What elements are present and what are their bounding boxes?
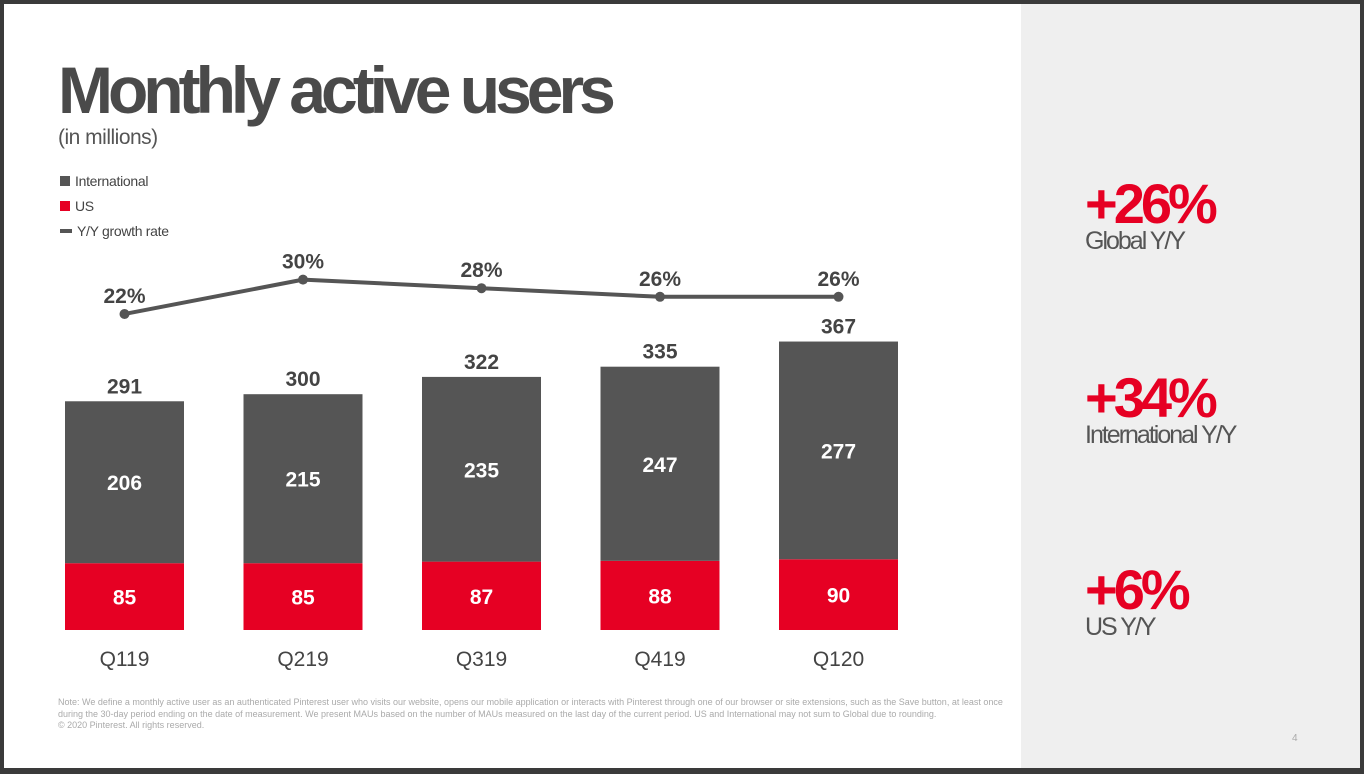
kpi-global: +26% Global Y/Y xyxy=(1085,172,1218,256)
bar-us-q120 xyxy=(779,559,898,630)
kpi-us-label: US Y/Y xyxy=(1085,613,1157,641)
data-label-us-q419: 88 xyxy=(648,585,672,608)
bar-international-q119 xyxy=(65,401,184,564)
growth-rate-point-q119 xyxy=(119,309,130,319)
kpi-panel xyxy=(1021,4,1360,768)
data-label-us-q120: 90 xyxy=(827,585,850,608)
x-tick-label-q119: Q119 xyxy=(100,648,150,671)
legend: International US Y/Y growth rate xyxy=(60,168,169,243)
bar-international-q419 xyxy=(600,366,720,561)
growth-rate-label-q119: 22% xyxy=(103,285,145,308)
slide: Monthly active users (in millions) Inter… xyxy=(4,4,1360,768)
growth-rate-label-q219: 30% xyxy=(282,251,324,274)
page-number: 4 xyxy=(1292,733,1298,744)
data-label-total-q120: 367 xyxy=(821,316,856,339)
data-label-total-q419: 335 xyxy=(642,341,677,364)
chart-subtitle: (in millions) xyxy=(58,126,158,149)
bar-international-q120 xyxy=(779,341,898,560)
legend-label-us: US xyxy=(75,197,94,214)
mau-chart: 85 206 291 Q119 85 215 300 Q219 87 235 322 Q319 88 24… xyxy=(65,251,898,671)
legend-swatch-us xyxy=(60,200,70,211)
growth-rate-point-q419 xyxy=(655,291,665,302)
bar-us-q419 xyxy=(600,560,720,630)
data-label-total-q219: 300 xyxy=(285,368,320,391)
growth-rate-point-q219 xyxy=(298,274,308,285)
chart-title: Monthly active users xyxy=(58,53,616,127)
legend-swatch-international xyxy=(60,175,70,186)
footnote-text: Note: We define a monthly active user as… xyxy=(58,697,1003,719)
copyright: © 2020 Pinterest. All rights reserved. xyxy=(58,720,205,730)
kpi-international-label: International Y/Y xyxy=(1085,421,1237,449)
growth-rate-label-q419: 26% xyxy=(639,268,681,291)
data-label-total-q119: 291 xyxy=(107,375,142,398)
data-label-international-q120: 277 xyxy=(821,440,856,463)
legend-item-international: International xyxy=(60,168,169,193)
footnote: Note: We define a monthly active user as… xyxy=(58,697,1008,732)
data-label-us-q319: 87 xyxy=(470,586,493,609)
kpi-global-label: Global Y/Y xyxy=(1085,227,1186,255)
legend-swatch-growth-rate xyxy=(60,228,72,233)
bar-us-q119 xyxy=(65,563,184,630)
data-label-international-q419: 247 xyxy=(642,454,677,477)
data-label-international-q219: 215 xyxy=(285,469,320,492)
legend-item-growth-rate: Y/Y growth rate xyxy=(60,218,169,243)
bar-us-q219 xyxy=(243,563,363,630)
legend-item-us: US xyxy=(60,193,169,218)
x-tick-label-q419: Q419 xyxy=(634,648,685,671)
x-tick-label-q219: Q219 xyxy=(277,648,328,671)
data-label-us-q119: 85 xyxy=(113,587,137,610)
growth-rate-label-q120: 26% xyxy=(817,268,859,291)
kpi-international-value: +34% xyxy=(1085,366,1218,429)
kpi-international: +34% International Y/Y xyxy=(1085,366,1237,450)
legend-label-growth-rate: Y/Y growth rate xyxy=(77,222,169,239)
kpi-global-value: +26% xyxy=(1085,172,1218,235)
data-label-us-q219: 85 xyxy=(291,587,315,610)
legend-label-international: International xyxy=(75,172,149,189)
x-tick-label-q120: Q120 xyxy=(813,648,864,671)
x-tick-label-q319: Q319 xyxy=(456,648,507,671)
kpi-us-value: +6% xyxy=(1085,558,1191,621)
data-label-international-q119: 206 xyxy=(107,472,142,495)
growth-rate-point-q319 xyxy=(476,283,487,294)
bar-international-q319 xyxy=(422,376,541,562)
data-label-total-q319: 322 xyxy=(464,351,499,374)
bar-us-q319 xyxy=(422,561,541,630)
growth-rate-label-q319: 28% xyxy=(460,259,502,282)
data-label-international-q319: 235 xyxy=(464,459,499,482)
bar-international-q219 xyxy=(243,394,363,564)
kpi-us: +6% US Y/Y xyxy=(1085,558,1191,642)
growth-rate-point-q120 xyxy=(833,291,844,302)
